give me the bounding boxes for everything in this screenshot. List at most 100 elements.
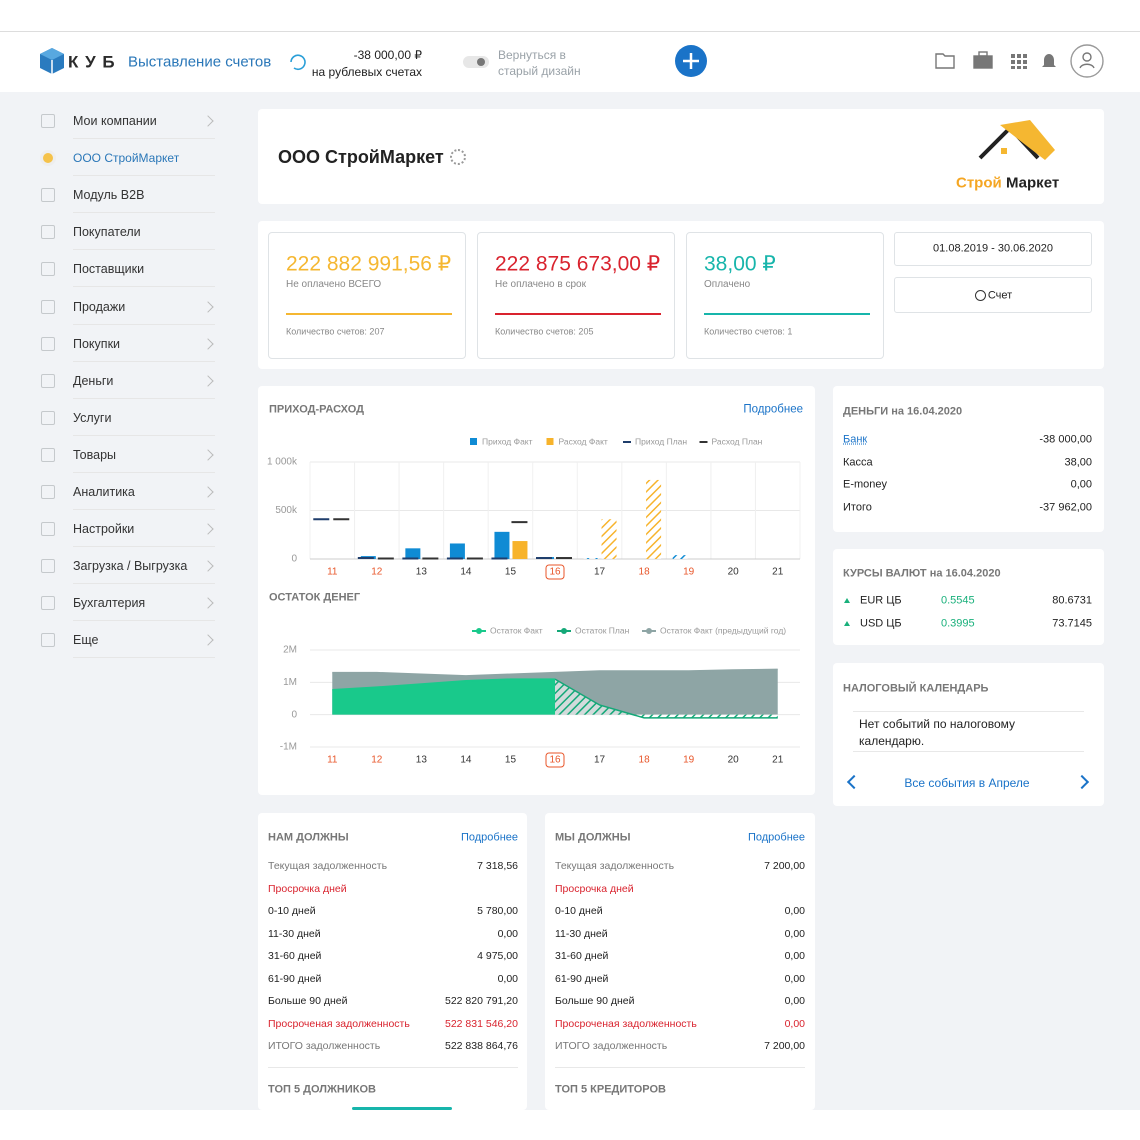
tax-divider — [853, 711, 1084, 712]
sidebar-item[interactable]: Бухгалтерия — [73, 596, 146, 611]
card-link[interactable]: Подробнее — [460, 831, 518, 844]
debt-value: 7 200,00 — [764, 1039, 805, 1052]
sidebar-divider — [73, 138, 215, 139]
company-logo-text: Строй — [956, 174, 1002, 192]
stat-box — [686, 232, 884, 359]
sidebar-icon — [40, 150, 56, 167]
settings-icon[interactable] — [450, 149, 466, 165]
sidebar-item[interactable]: Поставщики — [73, 262, 145, 277]
sidebar-divider — [73, 620, 215, 622]
debts-card — [258, 813, 527, 1110]
money-value: 0,00 — [1070, 478, 1092, 491]
tax-link[interactable]: Все события в Апреле — [904, 776, 1030, 790]
sidebar-divider — [73, 249, 215, 251]
sidebar-item[interactable]: Деньги — [73, 373, 114, 388]
sidebar-icon — [41, 373, 55, 388]
debt-label: Просроченая задолженность — [555, 1017, 697, 1030]
sidebar-item[interactable]: Услуги — [73, 410, 112, 425]
money-label[interactable]: Банк — [843, 433, 868, 446]
sidebar-icon — [41, 188, 55, 203]
stat-amount: 222 882 991,56 ₽ — [286, 252, 452, 276]
stat-label: Не оплачено ВСЕГО — [286, 279, 382, 290]
debt-label: 31-60 дней — [268, 949, 322, 962]
sidebar-divider — [73, 434, 215, 436]
toggle-label[interactable]: старый дизайн — [498, 64, 581, 78]
sidebar-icon — [41, 114, 55, 128]
currency-code: USD ЦБ — [860, 617, 902, 629]
debt-value: 0,00 — [784, 927, 805, 940]
sidebar-divider — [73, 546, 215, 548]
debt-label: 0-10 дней — [268, 904, 316, 917]
sidebar-item[interactable]: Аналитика — [73, 484, 135, 499]
new-invoice-button[interactable] — [894, 277, 1092, 313]
debt-label: Текущая задолженность — [268, 859, 388, 872]
debt-label: 31-60 дней — [555, 949, 609, 962]
debt-value: 7 318,56 — [477, 859, 518, 872]
debt-value: 0,00 — [497, 972, 518, 985]
money-value: -37 962,00 — [1039, 501, 1092, 514]
debt-label: 11-30 дней — [268, 927, 321, 940]
sidebar-divider — [73, 471, 215, 473]
chart-title: ОСТАТОК ДЕНЕГ — [269, 591, 361, 604]
period[interactable]: 01.08.2019 - 30.06.2020 — [933, 242, 1053, 255]
sidebar-item[interactable]: Настройки — [73, 521, 135, 536]
sidebar-item[interactable]: Товары — [73, 447, 116, 462]
debt-value: 0,00 — [784, 949, 805, 962]
debt-accent — [352, 1107, 452, 1110]
sidebar-item[interactable]: Покупки — [73, 336, 121, 351]
company-card — [258, 109, 1104, 204]
period-button[interactable] — [894, 232, 1092, 266]
company-name: ООО СтройМаркет — [278, 147, 444, 167]
rates-card — [833, 549, 1104, 645]
sidebar-item[interactable]: Продажи — [73, 299, 126, 314]
debt-divider — [268, 1067, 518, 1068]
sidebar-divider — [73, 323, 215, 325]
chart-title: ПРИХОД-РАСХОД — [269, 403, 364, 416]
debt-value: 0,00 — [497, 927, 518, 940]
top-border — [0, 31, 1140, 32]
plus-icon — [975, 290, 986, 301]
rate-change: 0.5545 — [941, 594, 975, 607]
debt-label: 61-90 дней — [268, 972, 322, 985]
sidebar-item[interactable]: ООО СтройМаркет — [73, 151, 180, 166]
card-title: ТОП 5 ДОЛЖНИКОВ — [268, 1083, 376, 1096]
toggle-label[interactable]: Вернуться в — [498, 48, 566, 62]
sidebar-divider — [73, 286, 215, 288]
sidebar-icon — [41, 559, 55, 574]
charts-card — [258, 386, 815, 795]
sidebar-divider — [73, 360, 215, 362]
rate-change: 0.3995 — [941, 617, 975, 629]
sidebar-divider — [73, 212, 215, 214]
debt-label: ИТОГО задолженность — [555, 1039, 668, 1052]
sidebar-item[interactable]: Еще — [73, 633, 99, 648]
debt-divider — [555, 1067, 805, 1068]
stat-label: Не оплачено в срок — [495, 279, 586, 290]
money-label: Касса — [843, 456, 873, 469]
debt-label: Просроченая задолженность — [268, 1017, 410, 1030]
stat-box — [268, 232, 466, 359]
stat-underline — [286, 313, 452, 315]
money-card — [833, 386, 1104, 532]
sidebar-item[interactable]: Покупатели — [73, 225, 141, 240]
company-logo-text: Маркет — [1006, 174, 1060, 192]
rate-value: 73.7145 — [1052, 617, 1092, 629]
sidebar-icon — [41, 596, 55, 611]
sidebar-divider — [73, 657, 215, 659]
debt-value: 4 975,00 — [477, 949, 518, 962]
debt-label: 0-10 дней — [555, 904, 603, 917]
debt-value: 522 838 864,76 — [445, 1039, 518, 1052]
currency-code: EUR ЦБ — [860, 594, 902, 607]
sidebar-divider — [73, 509, 215, 510]
debt-value: 522 831 546,20 — [445, 1017, 518, 1030]
card-title: КУРСЫ ВАЛЮТ на 16.04.2020 — [843, 567, 1001, 580]
sidebar-item[interactable]: Мои компании — [73, 113, 157, 128]
debt-label: Больше 90 дней — [555, 994, 635, 1007]
card-link[interactable]: Подробнее — [747, 831, 805, 844]
chart-link[interactable]: Подробнее — [743, 403, 803, 416]
debt-label: ИТОГО задолженность — [268, 1039, 381, 1052]
sidebar-item[interactable]: Загрузка / Выгрузка — [73, 558, 188, 573]
debt-label: 61-90 дней — [555, 972, 609, 985]
sidebar-item[interactable]: Модуль B2B — [73, 187, 145, 202]
stat-count: Количество счетов: 207 — [286, 326, 385, 337]
new-invoice[interactable]: Счет — [987, 289, 1013, 302]
